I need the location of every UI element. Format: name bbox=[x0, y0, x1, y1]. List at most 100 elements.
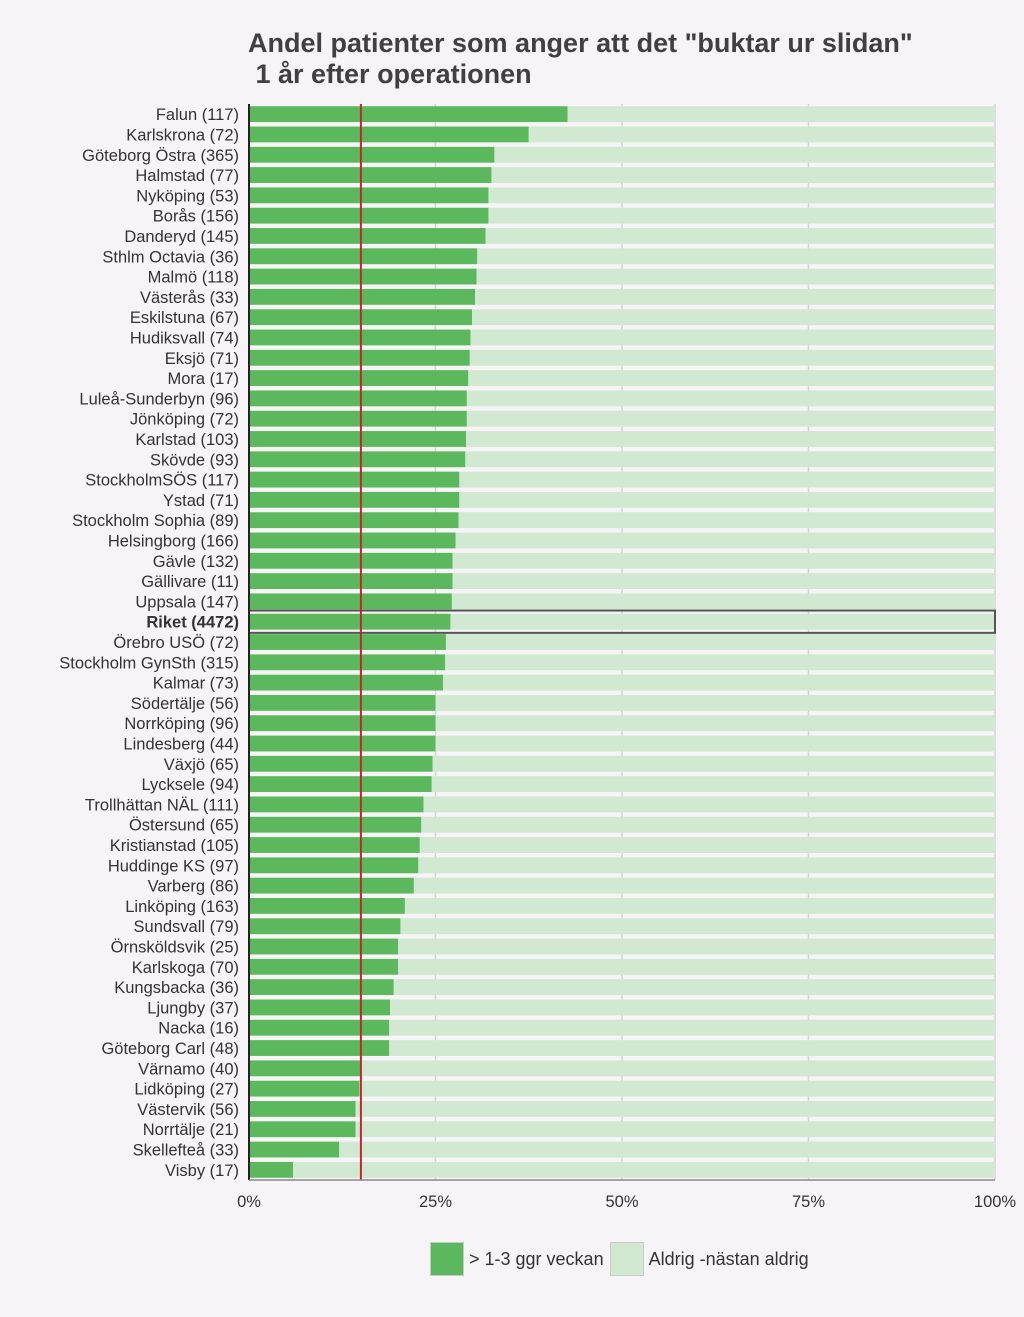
bar-segment-series-1 bbox=[249, 1019, 390, 1036]
bar-segment-series-2 bbox=[431, 776, 995, 793]
bars bbox=[248, 106, 996, 1178]
x-tick-label: 100% bbox=[974, 1193, 1017, 1211]
bar-segment-series-1 bbox=[249, 349, 470, 366]
bar-segment-series-2 bbox=[421, 816, 995, 833]
legend-item-series-2: Aldrig -nästan aldrig bbox=[609, 1242, 815, 1276]
legend-item-series-1: > 1-3 ggr veckan bbox=[430, 1242, 610, 1276]
category-label: Uppsala (147) bbox=[135, 593, 239, 611]
bar-segment-series-2 bbox=[435, 735, 995, 752]
bar-segment-series-2 bbox=[475, 288, 996, 305]
bar-segment-series-1 bbox=[249, 1040, 390, 1056]
bar-segment-series-1 bbox=[249, 1121, 356, 1138]
bar-segment-series-1 bbox=[249, 491, 460, 508]
category-label: Karlstad (103) bbox=[135, 431, 239, 449]
bar-segment-series-1 bbox=[249, 207, 489, 224]
category-label: Malmö (118) bbox=[148, 269, 239, 287]
bar-segment-series-2 bbox=[435, 694, 995, 711]
bar-segment-series-2 bbox=[359, 1080, 996, 1097]
category-label: Huddinge KS (97) bbox=[108, 857, 239, 875]
category-label: Kristianstad (105) bbox=[110, 837, 239, 855]
bar-segment-series-2 bbox=[450, 613, 995, 630]
bar-segment-series-1 bbox=[249, 167, 492, 183]
bar-segment-series-2 bbox=[452, 552, 996, 569]
category-label: Lidköping (27) bbox=[134, 1081, 239, 1099]
bar-segment-series-2 bbox=[472, 309, 996, 326]
bar-segment-series-2 bbox=[389, 1019, 995, 1036]
x-tick-label: 0% bbox=[237, 1193, 261, 1211]
bar-segment-series-1 bbox=[249, 146, 495, 163]
category-label: Nyköping (53) bbox=[136, 187, 239, 205]
category-label: Lindesberg (44) bbox=[123, 736, 239, 754]
bar-segment-series-2 bbox=[491, 167, 995, 183]
x-axis-ticks: 0% 25% 50% 75% 100% bbox=[237, 1193, 1016, 1211]
bar-segment-series-1 bbox=[249, 776, 432, 793]
category-label: Norrköping (96) bbox=[124, 715, 239, 733]
category-label: Sundsvall (79) bbox=[134, 918, 239, 936]
bar-segment-series-2 bbox=[293, 1161, 995, 1178]
category-labels: Falun (117) Karlskrona (72) Göteborg Östra… bbox=[59, 106, 239, 1180]
category-label: Karlskrona (72) bbox=[126, 126, 239, 144]
bar-segment-series-2 bbox=[488, 207, 995, 224]
bar-segment-series-1 bbox=[249, 715, 436, 732]
bar-segment-series-1 bbox=[249, 694, 436, 711]
category-label: StockholmSÖS (117) bbox=[85, 472, 239, 490]
category-label: Nacka (16) bbox=[158, 1020, 239, 1038]
category-label: Östersund (65) bbox=[129, 817, 239, 835]
category-label: Borås (156) bbox=[153, 208, 239, 226]
category-label: Örebro USÖ (72) bbox=[113, 634, 239, 652]
bar-segment-series-1 bbox=[249, 857, 419, 874]
x-tick-label: 75% bbox=[792, 1193, 825, 1211]
bar-segment-series-2 bbox=[488, 187, 995, 204]
bar-segment-series-1 bbox=[249, 451, 466, 468]
legend-label-series-1: > 1-3 ggr veckan bbox=[469, 1248, 604, 1269]
bar-segment-series-1 bbox=[249, 999, 390, 1016]
category-label: Kungsbacka (36) bbox=[114, 979, 239, 997]
x-tick-label: 50% bbox=[605, 1193, 638, 1211]
category-label: Västervik (56) bbox=[137, 1101, 239, 1119]
bar-segment-series-2 bbox=[339, 1141, 995, 1158]
category-label: Västerås (33) bbox=[140, 289, 239, 307]
category-label: Södertälje (56) bbox=[131, 695, 239, 713]
category-label: Göteborg Carl (48) bbox=[101, 1040, 239, 1058]
bar-segment-series-2 bbox=[466, 390, 995, 407]
bar-segment-series-1 bbox=[249, 837, 420, 853]
bar-segment-series-1 bbox=[249, 654, 446, 671]
bar-segment-series-2 bbox=[468, 370, 996, 386]
bar-segment-series-2 bbox=[494, 146, 995, 163]
category-label: Värnamo (40) bbox=[138, 1060, 239, 1078]
category-label: Gällivare (11) bbox=[141, 573, 239, 591]
legend-swatch-series-2 bbox=[609, 1242, 644, 1276]
category-label: Varberg (86) bbox=[148, 878, 239, 896]
bar-segment-series-1 bbox=[249, 532, 456, 549]
bar-segment-series-1 bbox=[249, 918, 401, 935]
bar-segment-series-2 bbox=[528, 126, 995, 143]
category-label: Stockholm Sophia (89) bbox=[72, 512, 239, 530]
chart-title: Andel patienter som anger att det "bukta… bbox=[248, 28, 1008, 90]
bar-segment-series-2 bbox=[466, 410, 995, 427]
category-label: Danderyd (145) bbox=[124, 228, 239, 246]
bar-segment-series-1 bbox=[249, 228, 486, 244]
bar-segment-series-1 bbox=[249, 634, 446, 650]
category-label: Eskilstuna (67) bbox=[130, 309, 239, 327]
bar-segment-series-1 bbox=[249, 471, 460, 488]
bar-segment-series-1 bbox=[249, 552, 453, 569]
bar-segment-series-2 bbox=[398, 938, 995, 955]
bar-segment-series-1 bbox=[249, 898, 405, 914]
bar-segment-series-1 bbox=[249, 187, 489, 204]
bar-segment-series-1 bbox=[249, 268, 477, 285]
bar-segment-series-1 bbox=[249, 1161, 294, 1178]
bar-segment-series-2 bbox=[400, 918, 995, 935]
category-label: Karlskoga (70) bbox=[132, 959, 239, 977]
bar-segment-series-2 bbox=[469, 349, 995, 366]
bar-segment-series-2 bbox=[458, 512, 996, 529]
bar-segment-series-1 bbox=[249, 390, 467, 407]
bar-segment-series-2 bbox=[451, 593, 995, 610]
bar-segment-series-1 bbox=[249, 573, 453, 590]
bar-segment-series-2 bbox=[404, 898, 995, 914]
category-label: Falun (117) bbox=[156, 106, 239, 124]
bar-segment-series-1 bbox=[249, 431, 467, 447]
bar-segment-series-1 bbox=[249, 1060, 361, 1077]
chart-title-line-2: 1 år efter operationen bbox=[248, 59, 532, 89]
bar-segment-series-2 bbox=[389, 1040, 995, 1056]
